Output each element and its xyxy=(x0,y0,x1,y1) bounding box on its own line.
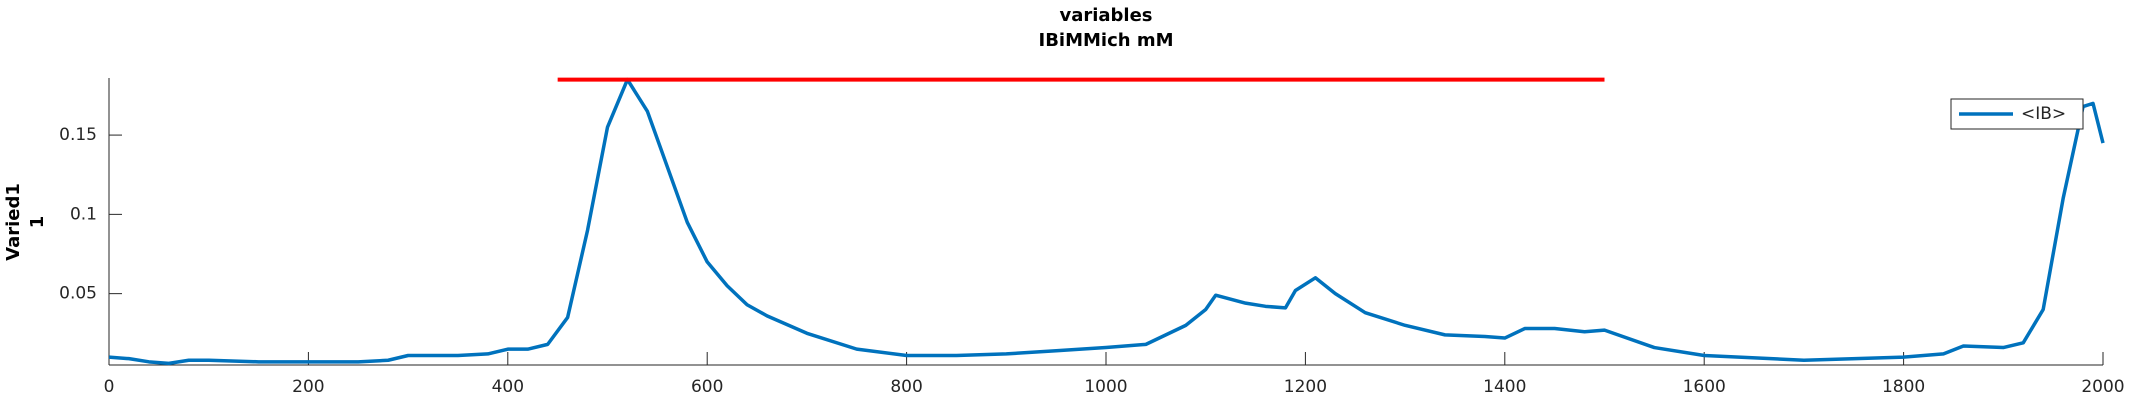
y-tick-label: 0.15 xyxy=(59,125,97,145)
chart-title: variables xyxy=(1059,5,1152,26)
x-tick-label: 400 xyxy=(492,377,524,397)
x-tick-label: 800 xyxy=(890,377,922,397)
x-tick-label: 1000 xyxy=(1084,377,1127,397)
y-axis-label: Varied1 xyxy=(3,183,24,261)
x-tick-label: 1600 xyxy=(1683,377,1726,397)
y-tick-label: 0.05 xyxy=(59,284,97,304)
data-line xyxy=(108,77,2105,366)
x-tick-label: 600 xyxy=(691,377,723,397)
y-tick-label: 0.1 xyxy=(70,204,97,224)
legend-label: <IB> xyxy=(2021,104,2066,124)
x-tick-label: 0 xyxy=(104,377,115,397)
x-tick-label: 1400 xyxy=(1483,377,1526,397)
x-tick-label: 2000 xyxy=(2081,377,2124,397)
y-axis-label: 1 xyxy=(27,216,48,229)
x-tick-label: 200 xyxy=(292,377,324,397)
x-tick-label: 1800 xyxy=(1882,377,1925,397)
chart-subtitle: IBiMMich mM xyxy=(1039,30,1174,51)
x-tick-label: 1200 xyxy=(1284,377,1327,397)
